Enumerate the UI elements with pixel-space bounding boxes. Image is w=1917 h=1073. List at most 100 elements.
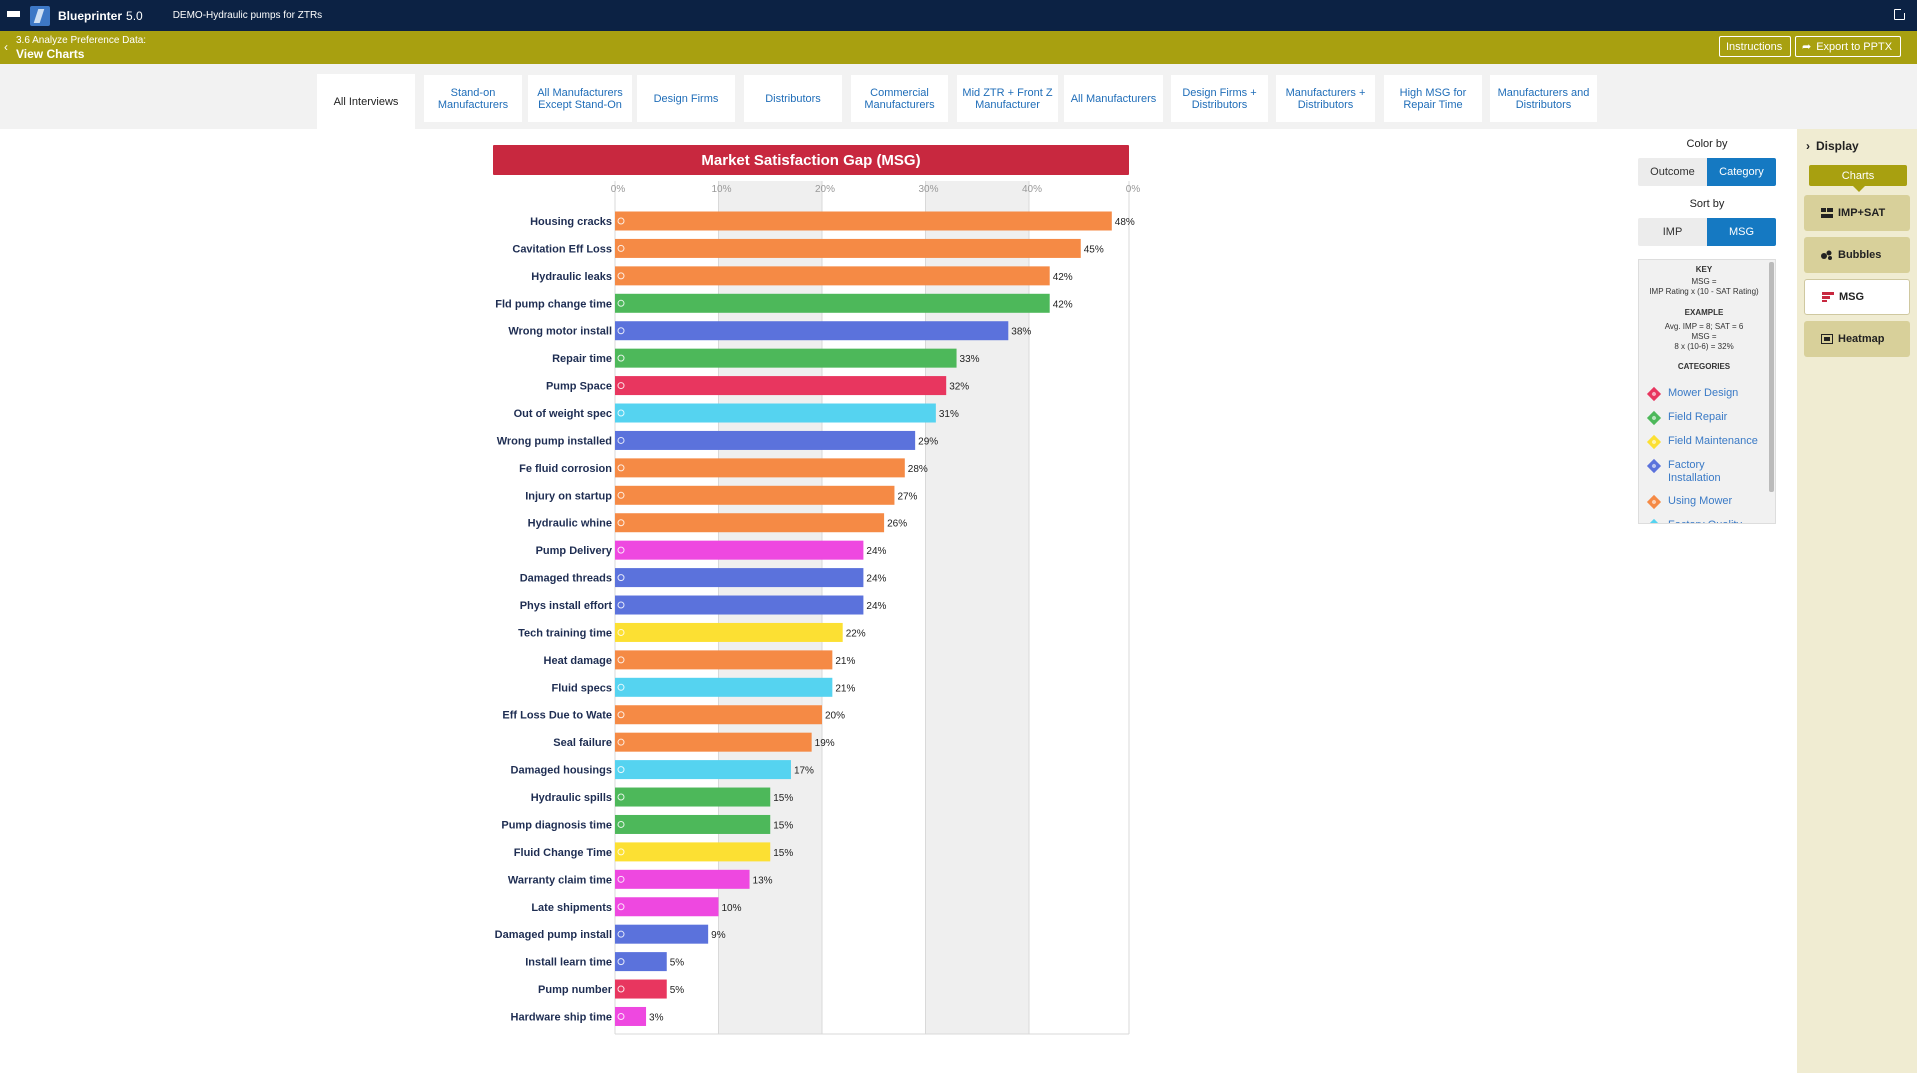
- sort-by-msg-option[interactable]: MSG: [1707, 218, 1776, 246]
- bar-marker-icon: [617, 272, 625, 280]
- menu-button[interactable]: [1, 0, 25, 31]
- tab-all-manufacturers-except-stand-on[interactable]: All Manufacturers Except Stand-On: [528, 75, 632, 122]
- bar: [615, 568, 864, 588]
- export-pptx-label: Export to PPTX: [1816, 40, 1893, 53]
- export-pptx-button[interactable]: ➦ Export to PPTX: [1795, 36, 1901, 57]
- bar: [615, 376, 947, 396]
- msg-icon: [1822, 292, 1834, 302]
- value-label: 32%: [949, 382, 969, 393]
- bar-marker-icon: [617, 738, 625, 746]
- sort-by-imp-option[interactable]: IMP: [1638, 218, 1707, 246]
- tab-high-msg-for-repair-time[interactable]: High MSG for Repair Time: [1384, 75, 1482, 122]
- x-tick-label: 10%: [711, 184, 731, 195]
- value-label: 5%: [670, 958, 685, 969]
- heatmap-icon: [1821, 334, 1833, 344]
- bar-marker-icon: [617, 820, 625, 828]
- display-toggle[interactable]: › Display: [1806, 139, 1859, 153]
- tab-manufacturers-distributors[interactable]: Manufacturers + Distributors: [1276, 75, 1375, 122]
- category-label: Phys install effort: [520, 600, 613, 612]
- bar: [615, 705, 822, 725]
- bar-marker-icon: [617, 903, 625, 911]
- imp-sat-icon: [1821, 208, 1833, 218]
- bar-marker-icon: [617, 546, 625, 554]
- external-window-icon[interactable]: [1894, 8, 1906, 20]
- bar-marker-icon: [617, 930, 625, 938]
- bar-marker-icon: [617, 628, 625, 636]
- chart-type-button-imp-sat[interactable]: IMP+SAT: [1804, 195, 1910, 231]
- x-tick-label: 20%: [815, 184, 835, 195]
- legend-label: Mower Design: [1668, 387, 1739, 399]
- value-label: 17%: [794, 766, 814, 777]
- chart-type-button-heatmap[interactable]: Heatmap: [1804, 321, 1910, 357]
- bar: [615, 732, 812, 752]
- value-label: 33%: [960, 354, 980, 365]
- tab-all-interviews[interactable]: All Interviews: [317, 74, 415, 129]
- value-label: 27%: [897, 491, 917, 502]
- tab-commercial-manufacturers[interactable]: Commercial Manufacturers: [851, 75, 948, 122]
- tab-manufacturers-and-distributors[interactable]: Manufacturers and Distributors: [1490, 75, 1597, 122]
- tab-design-firms-distributors[interactable]: Design Firms + Distributors: [1171, 75, 1268, 122]
- value-label: 15%: [773, 848, 793, 859]
- bar: [615, 1006, 647, 1026]
- bar-marker-icon: [617, 327, 625, 335]
- value-label: 5%: [670, 985, 685, 996]
- color-by-category-option[interactable]: Category: [1707, 158, 1776, 186]
- category-label: Pump Delivery: [536, 545, 613, 557]
- value-label: 19%: [815, 738, 835, 749]
- key-heading: KEY: [1695, 265, 1713, 274]
- category-label: Wrong pump installed: [497, 435, 612, 447]
- charts-label: Charts: [1809, 165, 1907, 192]
- tab-distributors[interactable]: Distributors: [744, 75, 842, 122]
- tab-mid-ztr-front-z-manufacturer[interactable]: Mid ZTR + Front Z Manufacturer: [957, 75, 1058, 122]
- category-label: Hardware ship time: [511, 1011, 612, 1023]
- category-label: Fld pump change time: [495, 298, 612, 310]
- color-by-outcome-option[interactable]: Outcome: [1638, 158, 1707, 186]
- instructions-button[interactable]: Instructions: [1719, 36, 1791, 57]
- category-label: Housing cracks: [530, 216, 612, 228]
- categories-heading: CATEGORIES: [1677, 362, 1731, 371]
- bar-marker-icon: [617, 875, 625, 883]
- bar-marker-icon: [617, 848, 625, 856]
- app-name: Blueprinter: [58, 8, 123, 23]
- category-label: Hydraulic spills: [531, 792, 612, 804]
- bar-marker-icon: [617, 601, 625, 609]
- example-line-2: MSG =: [1691, 332, 1717, 341]
- color-by-toggle: Outcome Category: [1638, 158, 1776, 186]
- category-diamond-icon: [1646, 494, 1662, 510]
- tab-design-firms[interactable]: Design Firms: [637, 75, 735, 122]
- legend-item: Factory Installation: [1646, 458, 1759, 485]
- category-label: Pump number: [538, 984, 613, 996]
- legend-item: Field Maintenance: [1646, 434, 1759, 450]
- category-label: Tech training time: [518, 627, 612, 639]
- category-label: Wrong motor install: [508, 326, 612, 338]
- category-label: Repair time: [552, 353, 612, 365]
- bar: [615, 348, 957, 368]
- share-arrow-icon: ➦: [1802, 41, 1812, 53]
- category-diamond-icon: [1646, 434, 1662, 450]
- tab-all-manufacturers[interactable]: All Manufacturers: [1064, 75, 1163, 122]
- tab-stand-on-manufacturers[interactable]: Stand-on Manufacturers: [424, 75, 522, 122]
- chart-type-button-bubbles[interactable]: Bubbles: [1804, 237, 1910, 273]
- display-sidebar: › Display Charts IMP+SAT Bubbles MSG Heatmap: [1797, 129, 1917, 1073]
- category-label: Hydraulic leaks: [531, 271, 612, 283]
- bar-marker-icon: [617, 793, 625, 801]
- color-by-label: Color by: [1686, 138, 1728, 150]
- bar: [615, 513, 885, 533]
- bar: [615, 677, 833, 697]
- legend-label: Field Maintenance: [1668, 435, 1758, 447]
- key-scrollbar[interactable]: [1769, 262, 1774, 492]
- app-version: 5.0: [126, 8, 143, 23]
- chart-type-button-msg[interactable]: MSG: [1804, 279, 1910, 315]
- value-label: 13%: [753, 875, 773, 886]
- value-label: 15%: [773, 820, 793, 831]
- bar: [615, 952, 667, 972]
- legend-item: Mower Design: [1646, 386, 1759, 402]
- chart-type-label: MSG: [1839, 291, 1865, 303]
- bar-marker-icon: [617, 574, 625, 582]
- value-label: 38%: [1011, 327, 1031, 338]
- value-label: 31%: [939, 409, 959, 420]
- legend-item: Factory Quality: [1646, 518, 1759, 523]
- bar-marker-icon: [617, 985, 625, 993]
- logo-icon: [30, 5, 50, 26]
- back-chevron-icon[interactable]: ‹: [4, 40, 8, 54]
